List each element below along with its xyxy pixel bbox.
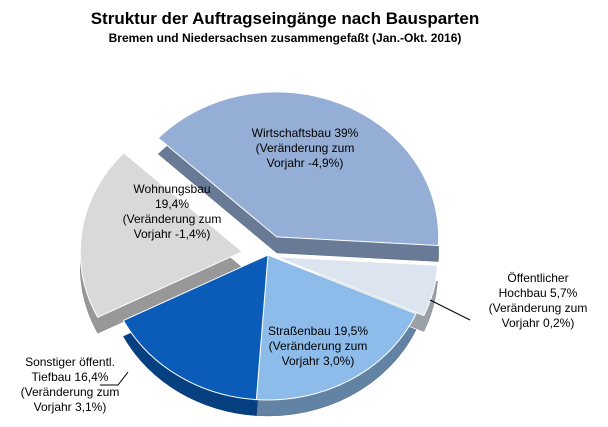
pie-slice bbox=[79, 152, 244, 318]
slice-label-line: Vorjahr 3,1%) bbox=[34, 400, 107, 414]
slice-label-line: Wirtschaftsbau 39% bbox=[252, 126, 359, 140]
chart-subtitle: Bremen und Niedersachsen zusammengefaßt … bbox=[109, 31, 462, 45]
slice-label-line: Hochbau 5,7% bbox=[499, 286, 578, 300]
slice-label-line: (Veränderung zum bbox=[123, 212, 222, 226]
slice-label-line: (Veränderung zum bbox=[21, 385, 120, 399]
slice-label-line: Vorjahr 0,2%) bbox=[502, 316, 575, 330]
slice-label-line: Sonstiger öffentl. bbox=[25, 355, 115, 369]
slice-label-line: (Veränderung zum bbox=[489, 301, 588, 315]
pie-slice bbox=[255, 254, 417, 401]
slice-label-line: Öffentlicher bbox=[507, 271, 568, 285]
slice-label: Straßenbau 19,5% (Veränderung zum Vorjahr … bbox=[268, 324, 368, 368]
slice-label-line: Straßenbau 19,5% bbox=[268, 324, 368, 338]
slice-label-line: (Veränderung zum bbox=[269, 339, 368, 353]
slice-label: Öffentlicher Hochbau 5,7% (Veränderung zum… bbox=[489, 271, 588, 330]
slice-label: Wohnungsbau 19,4% (Veränderung zum Vorjahr … bbox=[123, 182, 222, 241]
slice-label-line: Vorjahr -4,9%) bbox=[267, 156, 344, 170]
slice-label-line: Vorjahr -1,4%) bbox=[134, 227, 211, 241]
pie-slice bbox=[157, 91, 440, 247]
slice-label: Sonstiger öffentl. Tiefbau 16,4% (Veränder… bbox=[21, 355, 120, 414]
pie-slice bbox=[122, 254, 269, 401]
slice-label-line: Wohnungsbau bbox=[133, 182, 210, 196]
slice-label-line: Vorjahr 3,0%) bbox=[282, 354, 355, 368]
slice-label-line: Tiefbau 16,4% bbox=[32, 370, 109, 384]
slice-label: Wirtschaftsbau 39% (Veränderung zum Vorjah… bbox=[252, 126, 359, 170]
leader-line bbox=[100, 371, 129, 386]
slice-label-line: (Veränderung zum bbox=[256, 141, 355, 155]
slice-label-line: 19,4% bbox=[155, 197, 189, 211]
chart-title: Struktur der Auftragseingänge nach Bausp… bbox=[91, 9, 480, 28]
leader-line bbox=[429, 299, 471, 321]
pie-slice bbox=[275, 256, 439, 317]
